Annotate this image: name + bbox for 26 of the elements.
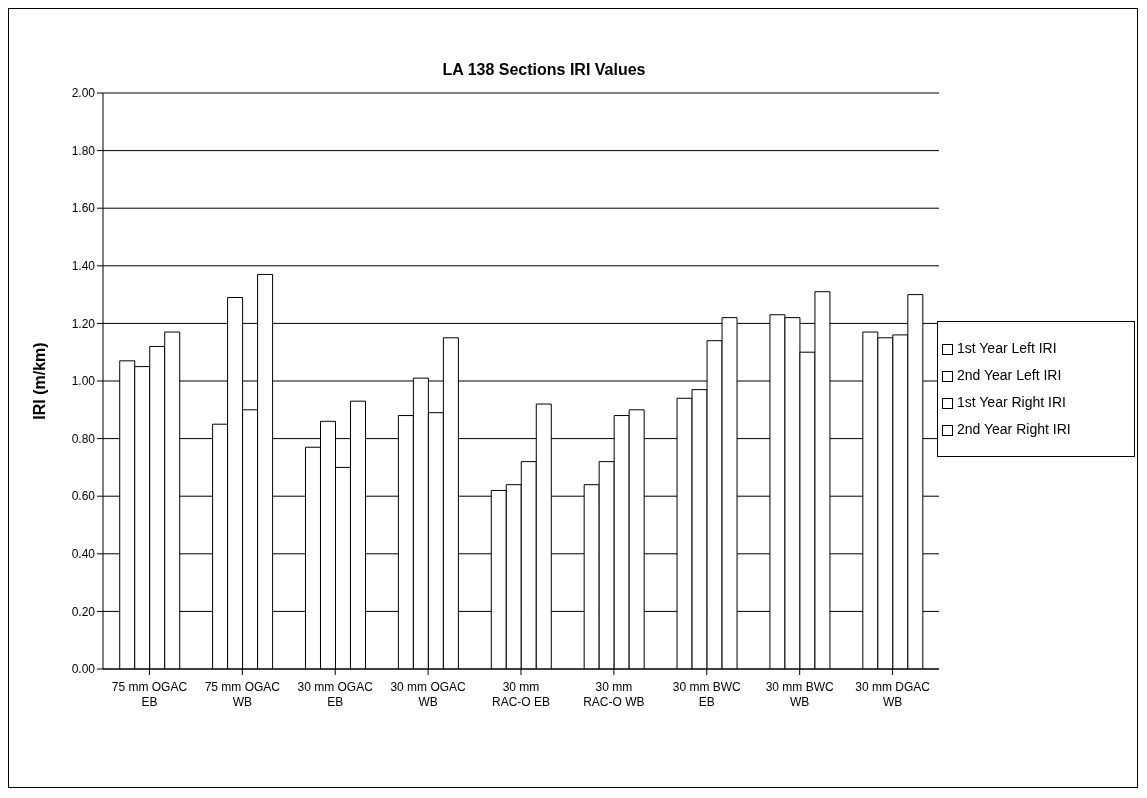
x-tick-label: 30 mm DGAC WB [855,680,931,709]
legend-label: 2nd Year Right IRI [957,421,1071,438]
y-tick-label: 0.80 [71,431,96,446]
y-axis-title: IRI (m/km) [30,342,48,420]
x-tick-label: 30 mm RAC-O EB [491,680,551,709]
x-tick-label: 30 mm OGAC WB [390,680,467,709]
y-tick-label: 0.40 [71,547,96,562]
y-tick-label: 1.60 [71,201,96,216]
y-tick-label: 0.00 [71,662,96,677]
x-tick-label: 30 mm BWC EB [672,680,742,709]
y-tick-label: 0.60 [71,489,96,504]
y-tick-label: 2.00 [71,86,96,101]
y-tick-label: 0.20 [71,604,96,619]
x-tick-label: 30 mm RAC-O WB [583,680,645,709]
legend-label: 1st Year Right IRI [957,394,1066,411]
x-tick-label: 30 mm BWC WB [765,680,834,709]
y-tick-label: 1.20 [71,316,96,331]
legend-label: 2nd Year Left IRI [957,367,1062,384]
legend-label: 1st Year Left IRI [957,340,1057,357]
y-tick-label: 1.80 [71,143,96,158]
x-tick-label: 75 mm OGAC EB [111,680,188,709]
x-tick-label: 30 mm OGAC EB [297,680,374,709]
x-tick-label: 75 mm OGAC WB [204,680,281,709]
y-tick-label: 1.00 [71,374,96,389]
chart-title: LA 138 Sections IRI Values [441,61,647,79]
y-tick-label: 1.40 [71,259,96,274]
